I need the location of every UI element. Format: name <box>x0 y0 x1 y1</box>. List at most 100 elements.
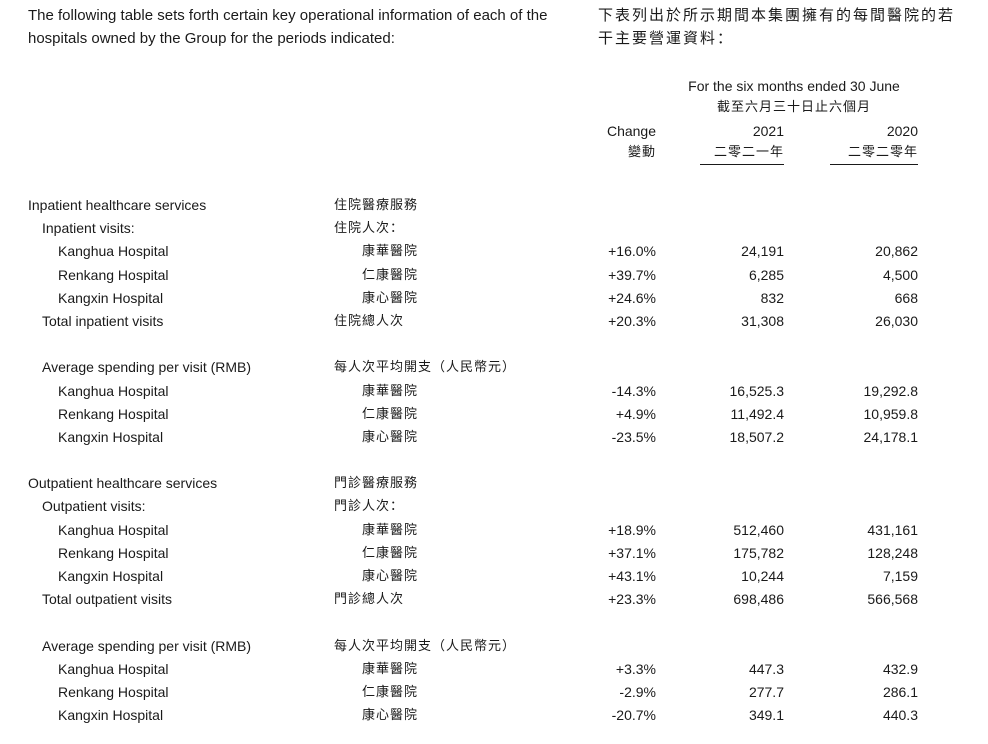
change-value: +37.1% <box>608 544 656 561</box>
value-2021: 31,308 <box>741 312 784 329</box>
row-label-zh: 門診醫療服務 <box>334 476 419 492</box>
change-label-zh: 變動 <box>627 145 656 160</box>
change-value: -14.3% <box>611 382 656 399</box>
row-label-zh: 仁康醫院 <box>362 545 419 561</box>
row-label-en: Average spending per visit (RMB) <box>42 359 252 376</box>
subsection-row: Inpatient visits: 住院人次： <box>0 217 988 240</box>
row-label-en: Kanghua Hospital <box>58 660 169 677</box>
intro-chinese: 下表列出於所示期間本集團擁有的每間醫院的若干主要營運資料： <box>598 6 956 47</box>
year-2021-label: 2021 <box>752 123 784 139</box>
row-label-en: Kangxin Hospital <box>58 707 164 724</box>
table-row: Renkang Hospital 仁康醫院 +4.9% 11,492.4 10,959.… <box>0 403 988 426</box>
period-label-zh: 截至六月三十日止六個月 <box>716 100 871 115</box>
subsection-row: Total outpatient visits 門診總人次 +23.3% 698,48… <box>0 588 988 611</box>
row-label-zh: 每人次平均開支（人民幣元） <box>334 360 517 376</box>
change-value: +4.9% <box>615 405 656 422</box>
row-label-en: Renkang Hospital <box>58 405 169 422</box>
row-label-zh: 康心醫院 <box>362 708 419 724</box>
table-row: Kanghua Hospital 康華醫院 +16.0% 24,191 20,862 <box>0 240 988 263</box>
row-label-zh: 康心醫院 <box>362 290 419 306</box>
spacer-row <box>0 611 988 634</box>
value-2021: 18,507.2 <box>729 428 785 445</box>
row-label-en: Renkang Hospital <box>58 266 169 283</box>
change-value: +18.9% <box>608 521 656 538</box>
table-row: Renkang Hospital 仁康醫院 +37.1% 175,782 128,248 <box>0 542 988 565</box>
column-header-change: Change 變動 <box>560 121 656 163</box>
value-2020: 26,030 <box>875 312 918 329</box>
table-row: Kanghua Hospital 康華醫院 +18.9% 512,460 431,161 <box>0 519 988 542</box>
value-2021: 10,244 <box>741 568 784 584</box>
row-label-zh: 仁康醫院 <box>362 267 419 283</box>
year-2020-label-zh: 二零二零年 <box>847 145 918 160</box>
row-label-zh: 仁康醫院 <box>362 684 419 700</box>
column-header-2020: 2020 二零二零年 <box>810 121 918 163</box>
value-2021: 349.1 <box>748 707 784 724</box>
change-value: +20.3% <box>608 312 656 329</box>
change-value: +16.0% <box>608 243 656 260</box>
row-label-zh: 門診總人次 <box>334 592 405 608</box>
intro-english: The following table sets forth certain k… <box>28 7 548 47</box>
row-label-zh: 康華醫院 <box>362 522 419 538</box>
change-value: +43.1% <box>608 568 656 584</box>
row-label-en: Average spending per visit (RMB) <box>42 637 252 654</box>
row-label-zh: 住院醫療服務 <box>334 198 419 213</box>
row-label-zh: 住院人次： <box>334 221 405 237</box>
period-label-en: For the six months ended 30 June <box>688 78 900 94</box>
value-2021: 447.3 <box>748 660 784 677</box>
row-label-zh: 康華醫院 <box>362 383 419 399</box>
row-label-en: Kanghua Hospital <box>58 382 169 399</box>
row-label-en: Outpatient visits: <box>42 498 146 515</box>
row-label-zh: 每人次平均開支（人民幣元） <box>334 638 517 654</box>
year-2020-label: 2020 <box>886 123 918 139</box>
value-2021: 175,782 <box>733 544 784 561</box>
row-label-en: Renkang Hospital <box>58 544 169 561</box>
value-2021: 512,460 <box>733 521 784 538</box>
change-value: +39.7% <box>608 266 656 283</box>
subsection-row: Total inpatient visits 住院總人次 +20.3% 31,308 2… <box>0 310 988 333</box>
value-2021: 16,525.3 <box>729 382 785 399</box>
table-row: Renkang Hospital 仁康醫院 +39.7% 6,285 4,500 <box>0 264 988 287</box>
spacer-row <box>0 449 988 472</box>
column-header-2021: 2021 二零二一年 <box>680 121 784 163</box>
change-value: +24.6% <box>608 289 656 306</box>
row-label-en: Total inpatient visits <box>42 312 164 329</box>
value-2020: 4,500 <box>882 266 918 283</box>
value-2020: 19,292.8 <box>863 382 919 399</box>
operational-table: Inpatient healthcare services 住院醫療服務 Inpat… <box>0 194 988 727</box>
change-value: -23.5% <box>611 428 656 445</box>
subsection-row: Average spending per visit (RMB) 每人次平均開支（… <box>0 356 988 379</box>
value-2021: 698,486 <box>733 591 784 608</box>
row-label-en: Kangxin Hospital <box>58 289 164 306</box>
value-2020: 24,178.1 <box>863 428 919 445</box>
value-2020: 566,568 <box>867 591 918 608</box>
period-header: For the six months ended 30 June 截至六月三十日… <box>660 76 928 118</box>
table-row: Kangxin Hospital 康心醫院 +24.6% 832 668 <box>0 287 988 310</box>
row-label-en: Inpatient healthcare services <box>28 197 207 213</box>
row-label-zh: 門診人次： <box>334 499 405 515</box>
row-label-zh: 仁康醫院 <box>362 406 419 422</box>
section-row: Outpatient healthcare services 門診醫療服務 <box>0 472 988 495</box>
value-2021: 277.7 <box>748 683 784 700</box>
value-2021: 6,285 <box>748 266 784 283</box>
table-row: Kanghua Hospital 康華醫院 -14.3% 16,525.3 19,292… <box>0 380 988 403</box>
table-row: Kangxin Hospital 康心醫院 -23.5% 18,507.2 24,178… <box>0 426 988 449</box>
change-value: -20.7% <box>611 707 656 724</box>
value-2020: 668 <box>894 289 918 306</box>
row-label-en: Inpatient visits: <box>42 220 135 237</box>
row-label-en: Kanghua Hospital <box>58 521 169 538</box>
table-row: Kangxin Hospital 康心醫院 -20.7% 349.1 440.3 <box>0 704 988 727</box>
value-2021: 832 <box>760 289 784 306</box>
table-row: Kanghua Hospital 康華醫院 +3.3% 447.3 432.9 <box>0 658 988 681</box>
value-2020: 7,159 <box>882 568 918 584</box>
value-2020: 431,161 <box>867 521 918 538</box>
row-label-en: Kangxin Hospital <box>58 428 164 445</box>
header-underline-2021 <box>700 164 784 165</box>
table-row: Kangxin Hospital 康心醫院 +43.1% 10,244 7,159 <box>0 565 988 588</box>
row-label-en: Total outpatient visits <box>42 591 172 608</box>
row-label-zh: 康心醫院 <box>362 569 419 584</box>
change-value: +23.3% <box>608 591 656 608</box>
year-2021-label-zh: 二零二一年 <box>713 145 784 160</box>
row-label-en: Kangxin Hospital <box>58 568 164 584</box>
value-2021: 24,191 <box>741 243 784 260</box>
row-label-zh: 康華醫院 <box>362 244 419 260</box>
